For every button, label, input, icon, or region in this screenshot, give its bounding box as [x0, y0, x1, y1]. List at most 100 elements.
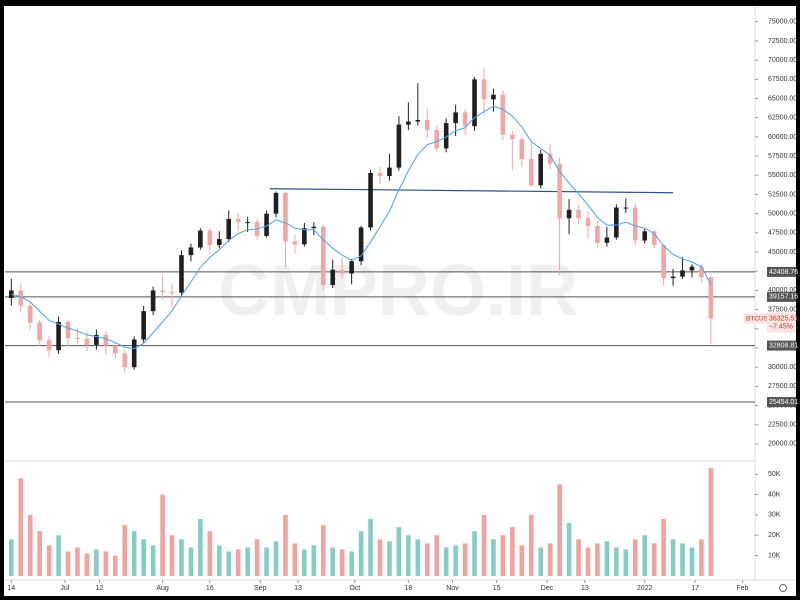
volume-bar	[254, 539, 260, 576]
candle-body	[651, 231, 657, 246]
volume-bar	[661, 518, 666, 576]
symbol-tag	[744, 313, 768, 324]
volume-bar	[226, 551, 232, 576]
volume-bar	[18, 478, 24, 576]
volume-bar	[670, 539, 676, 576]
candle-body	[65, 321, 71, 338]
candle-body	[595, 225, 600, 243]
candle-body	[207, 230, 213, 246]
candle-body	[18, 290, 24, 306]
volume-bar	[547, 543, 553, 576]
candle-body	[169, 291, 175, 293]
volume-bar	[84, 553, 90, 576]
candle-body	[708, 277, 714, 319]
candle-body	[283, 192, 288, 242]
candle-body	[141, 311, 146, 340]
candle-body	[235, 219, 241, 223]
candle-body	[273, 192, 279, 214]
volume-bar	[330, 547, 336, 576]
x-tick-label: Aug	[156, 585, 169, 592]
candle-body	[27, 305, 33, 323]
volume-tick-label: 50K	[768, 471, 781, 478]
volume-bar	[216, 545, 222, 576]
candle-body	[538, 153, 544, 186]
x-tick-label: 18	[404, 585, 412, 592]
candle-body	[302, 228, 307, 245]
y-tick-label: 30000.00	[768, 364, 797, 371]
y-tick-label: 22500.00	[768, 422, 797, 429]
volume-bar	[56, 535, 61, 576]
candle-body	[424, 120, 430, 131]
volume-bar	[188, 547, 194, 576]
candle-body	[103, 334, 109, 346]
level-tag	[767, 397, 796, 408]
volume-bar	[472, 531, 477, 576]
volume-bar	[500, 535, 506, 576]
volume-bar	[122, 525, 128, 576]
candle-body	[75, 337, 80, 339]
level-label: 32808.81	[769, 342, 798, 349]
price-tag	[767, 312, 796, 333]
volume-bar	[292, 543, 298, 576]
volume-bar	[396, 527, 402, 576]
level-tag	[767, 291, 796, 302]
x-tick-label: 13	[294, 585, 302, 592]
candle-body	[226, 219, 232, 239]
candle-body	[434, 130, 440, 149]
y-tick-label: 55000.00	[768, 172, 797, 179]
volume-bar	[443, 547, 449, 576]
volume-tick-label: 40K	[768, 491, 781, 498]
volume-bar	[642, 535, 648, 576]
candle-body	[311, 226, 317, 229]
volume-bar	[519, 545, 525, 576]
trendline	[269, 188, 674, 194]
volume-bar	[302, 549, 307, 576]
volume-bar	[358, 531, 364, 576]
volume-bar	[169, 535, 175, 576]
y-tick-label: 27500.00	[768, 383, 797, 390]
candle-body	[320, 226, 326, 286]
volume-bar	[207, 531, 213, 576]
candle-body	[642, 231, 648, 241]
volume-bar	[595, 543, 600, 576]
volume-bar	[424, 543, 430, 576]
candle-body	[500, 94, 506, 135]
candle-body	[292, 241, 298, 245]
volume-bar	[75, 547, 80, 576]
x-tick-label: Oct	[349, 585, 360, 592]
candle-body	[510, 134, 515, 140]
candle-body	[264, 213, 269, 236]
volume-bar	[160, 494, 165, 576]
volume-bar	[37, 531, 42, 576]
level-tag	[767, 340, 796, 351]
x-tick-label: 12	[96, 585, 104, 592]
volume-bar	[368, 518, 373, 576]
candle-body	[632, 207, 638, 241]
volume-bar	[377, 539, 383, 576]
candle-body	[585, 218, 591, 226]
candle-body	[330, 269, 336, 286]
candle-body	[387, 167, 392, 177]
volume-bar	[320, 525, 326, 576]
y-tick-label: 62500.00	[768, 115, 797, 122]
volume-tick-label: 20K	[768, 532, 781, 539]
volume-bar	[65, 551, 71, 576]
volume-bar	[415, 539, 421, 576]
volume-bar	[491, 539, 496, 576]
volume-bar	[632, 539, 638, 576]
candle-body	[122, 353, 128, 368]
candle-body	[680, 270, 685, 277]
candle-body	[614, 207, 619, 238]
x-tick-label: Sep	[254, 585, 267, 592]
volume-bar	[264, 547, 269, 576]
candle-body	[406, 121, 411, 125]
y-tick-label: 70000.00	[768, 57, 797, 64]
y-tick-label: 57500.00	[768, 153, 797, 160]
candle-body	[661, 245, 666, 279]
volume-bar	[528, 514, 534, 576]
settings-icon[interactable]	[779, 584, 787, 592]
volume-bar	[708, 468, 714, 576]
candle-body	[349, 261, 354, 274]
volume-tick-label: 30K	[768, 512, 781, 519]
